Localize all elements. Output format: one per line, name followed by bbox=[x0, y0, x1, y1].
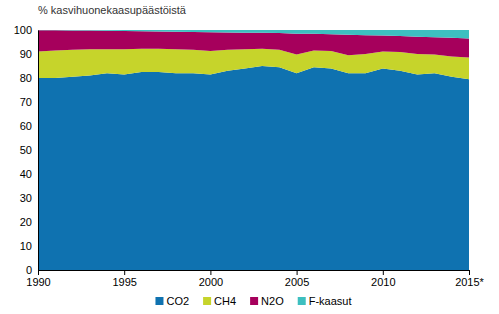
x-tick-mark bbox=[297, 270, 298, 275]
y-tick: 50 bbox=[20, 144, 38, 156]
legend-swatch bbox=[155, 297, 163, 305]
x-axis-line bbox=[39, 271, 470, 276]
legend-label: N2O bbox=[261, 295, 284, 307]
y-tick-label: 10 bbox=[20, 240, 32, 252]
area-series bbox=[38, 30, 469, 38]
x-tick-label: 1990 bbox=[26, 276, 50, 288]
x-tick: 2005 bbox=[285, 270, 309, 288]
chart: % kasvihuonekaasupäästöistä 1990 1995 2000 2… bbox=[0, 0, 499, 314]
plot-area bbox=[38, 30, 469, 270]
y-tick: 40 bbox=[20, 168, 38, 180]
area-series bbox=[38, 66, 469, 270]
y-tick-label: 90 bbox=[20, 48, 32, 60]
y-tick: 100 bbox=[14, 24, 38, 36]
legend-swatch bbox=[203, 297, 211, 305]
x-tick: 2000 bbox=[199, 270, 223, 288]
y-tick-label: 30 bbox=[20, 192, 32, 204]
y-tick: 10 bbox=[20, 240, 38, 252]
y-tick: 30 bbox=[20, 192, 38, 204]
area-series bbox=[38, 30, 469, 57]
y-tick-label: 0 bbox=[26, 264, 32, 276]
x-tick-mark bbox=[38, 270, 39, 275]
legend-label: CO2 bbox=[166, 295, 189, 307]
x-axis: 1990 1995 2000 2005 2010 2015* bbox=[26, 270, 484, 288]
y-tick: 20 bbox=[20, 216, 38, 228]
legend-item: F-kaasut bbox=[298, 295, 352, 307]
y-tick-label: 40 bbox=[20, 168, 32, 180]
x-tick-mark bbox=[469, 270, 470, 275]
x-tick: 1995 bbox=[112, 270, 136, 288]
legend-label: CH4 bbox=[214, 295, 236, 307]
x-tick-label: 2005 bbox=[285, 276, 309, 288]
x-tick-mark bbox=[210, 270, 211, 275]
x-tick-mark bbox=[124, 270, 125, 275]
y-tick-label: 60 bbox=[20, 120, 32, 132]
x-tick-label: 1995 bbox=[112, 276, 136, 288]
x-tick: 2015* bbox=[455, 270, 484, 288]
y-tick: 90 bbox=[20, 48, 38, 60]
y-tick-label: 20 bbox=[20, 216, 32, 228]
x-tick: 2010 bbox=[371, 270, 395, 288]
y-tick-label: 70 bbox=[20, 96, 32, 108]
y-axis: 0 10 20 30 40 50 60 70 80 90 100 bbox=[14, 24, 39, 276]
y-tick: 80 bbox=[20, 72, 38, 84]
legend-label: F-kaasut bbox=[309, 295, 352, 307]
x-tick-label: 2000 bbox=[199, 276, 223, 288]
legend-item: N2O bbox=[250, 295, 284, 307]
legend-swatch bbox=[298, 297, 306, 305]
y-tick-label: 80 bbox=[20, 72, 32, 84]
y-tick-label: 50 bbox=[20, 144, 32, 156]
x-tick-label: 2010 bbox=[371, 276, 395, 288]
area-series bbox=[38, 49, 469, 79]
x-tick-mark bbox=[383, 270, 384, 275]
y-axis-title: % kasvihuonekaasupäästöistä bbox=[38, 4, 187, 16]
legend: CO2 CH4 N2O F-kaasut bbox=[155, 295, 351, 307]
legend-item: CH4 bbox=[203, 295, 236, 307]
y-tick: 0 bbox=[26, 264, 38, 276]
x-tick-label: 2015* bbox=[455, 276, 484, 288]
legend-item: CO2 bbox=[155, 295, 189, 307]
y-tick: 60 bbox=[20, 120, 38, 132]
legend-swatch bbox=[250, 297, 258, 305]
y-tick-label: 100 bbox=[14, 24, 32, 36]
y-tick: 70 bbox=[20, 96, 38, 108]
y-axis-line bbox=[38, 31, 39, 271]
